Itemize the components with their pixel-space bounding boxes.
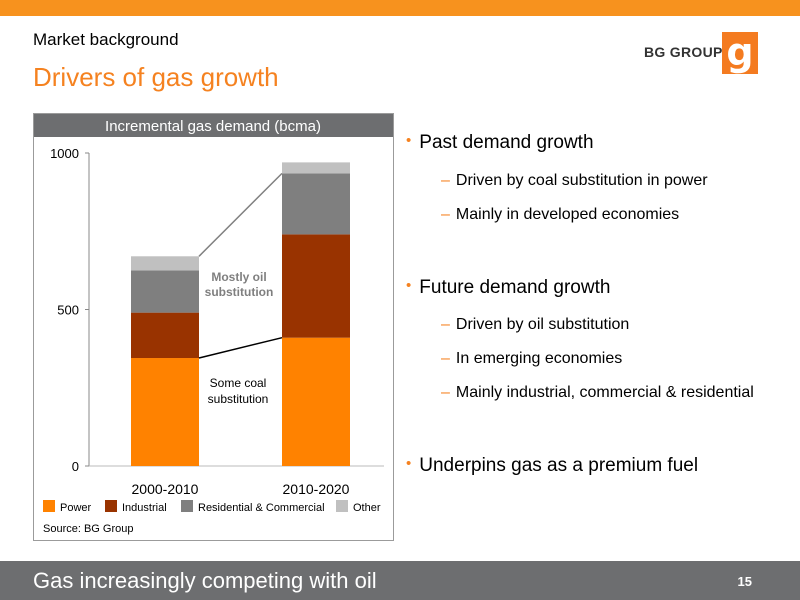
bar-segment-power [131,358,199,466]
bullet-item: • Past demand growth [406,132,594,153]
sub-bullet-item: – Mainly industrial, commercial & residen… [441,384,754,401]
chart-panel: Incremental gas demand (bcma) 0 500 1000 200… [33,113,394,541]
brand-name: BG GROUP [644,44,723,60]
legend-label: Industrial [122,502,167,514]
chart-title-band [34,114,393,137]
annotation-coal-line1: Some coal [210,376,267,390]
legend-label: Residential & Commercial [198,502,325,514]
bullet-item: • Underpins gas as a premium fuel [406,455,699,476]
legend-label: Other [353,502,381,514]
legend-swatch [105,500,117,512]
legend-swatch [43,500,55,512]
y-tick-label: 500 [57,303,79,318]
sub-bullet-item: – In emerging economies [441,350,623,367]
bar-segment-other [131,256,199,271]
page-number: 15 [737,574,752,589]
sub-bullet-item: – Driven by oil substitution [441,316,630,333]
bar-segment-other [282,162,350,174]
footer-bar: Gas increasingly competing with oil 15 [0,561,800,600]
annotation-oil-line1: Mostly oil [211,270,266,284]
coal-substitution-connector [198,336,283,359]
oil-substitution-connector [198,172,283,257]
bar-segment-industrial [131,312,199,359]
chart-title: Incremental gas demand (bcma) [105,118,321,135]
stacked-bar-chart: Incremental gas demand (bcma) 0 500 1000 200… [34,114,393,535]
bg-logo-icon: g [722,30,758,74]
sub-bullet-item: – Mainly in developed economies [441,206,680,223]
annotation-background [200,268,278,302]
bullet-item: • Future demand growth [406,277,611,298]
y-tick-label: 0 [72,459,79,474]
footer-title: Gas increasingly competing with oil [33,568,377,593]
y-tick-label: 1000 [50,146,79,161]
chart-source-note: Source: BG Group [43,523,134,535]
legend-swatch [336,500,348,512]
annotation-oil-line2: substitution [205,285,274,299]
legend-swatch [181,500,193,512]
x-tick-label: 2010-2020 [283,481,350,497]
bar-segment-residential-commercial [131,270,199,313]
top-accent-bar [0,0,800,16]
bar-segment-residential-commercial [282,173,350,235]
section-label: Market background [33,30,179,49]
annotation-coal-line2: substitution [208,392,269,406]
x-tick-label: 2000-2010 [132,481,199,497]
bar-segment-power [282,337,350,466]
sub-bullet-item: – Driven by coal substitution in power [441,172,708,189]
bar-segment-industrial [282,234,350,338]
legend-label: Power [60,502,92,514]
page-title: Drivers of gas growth [33,62,279,92]
